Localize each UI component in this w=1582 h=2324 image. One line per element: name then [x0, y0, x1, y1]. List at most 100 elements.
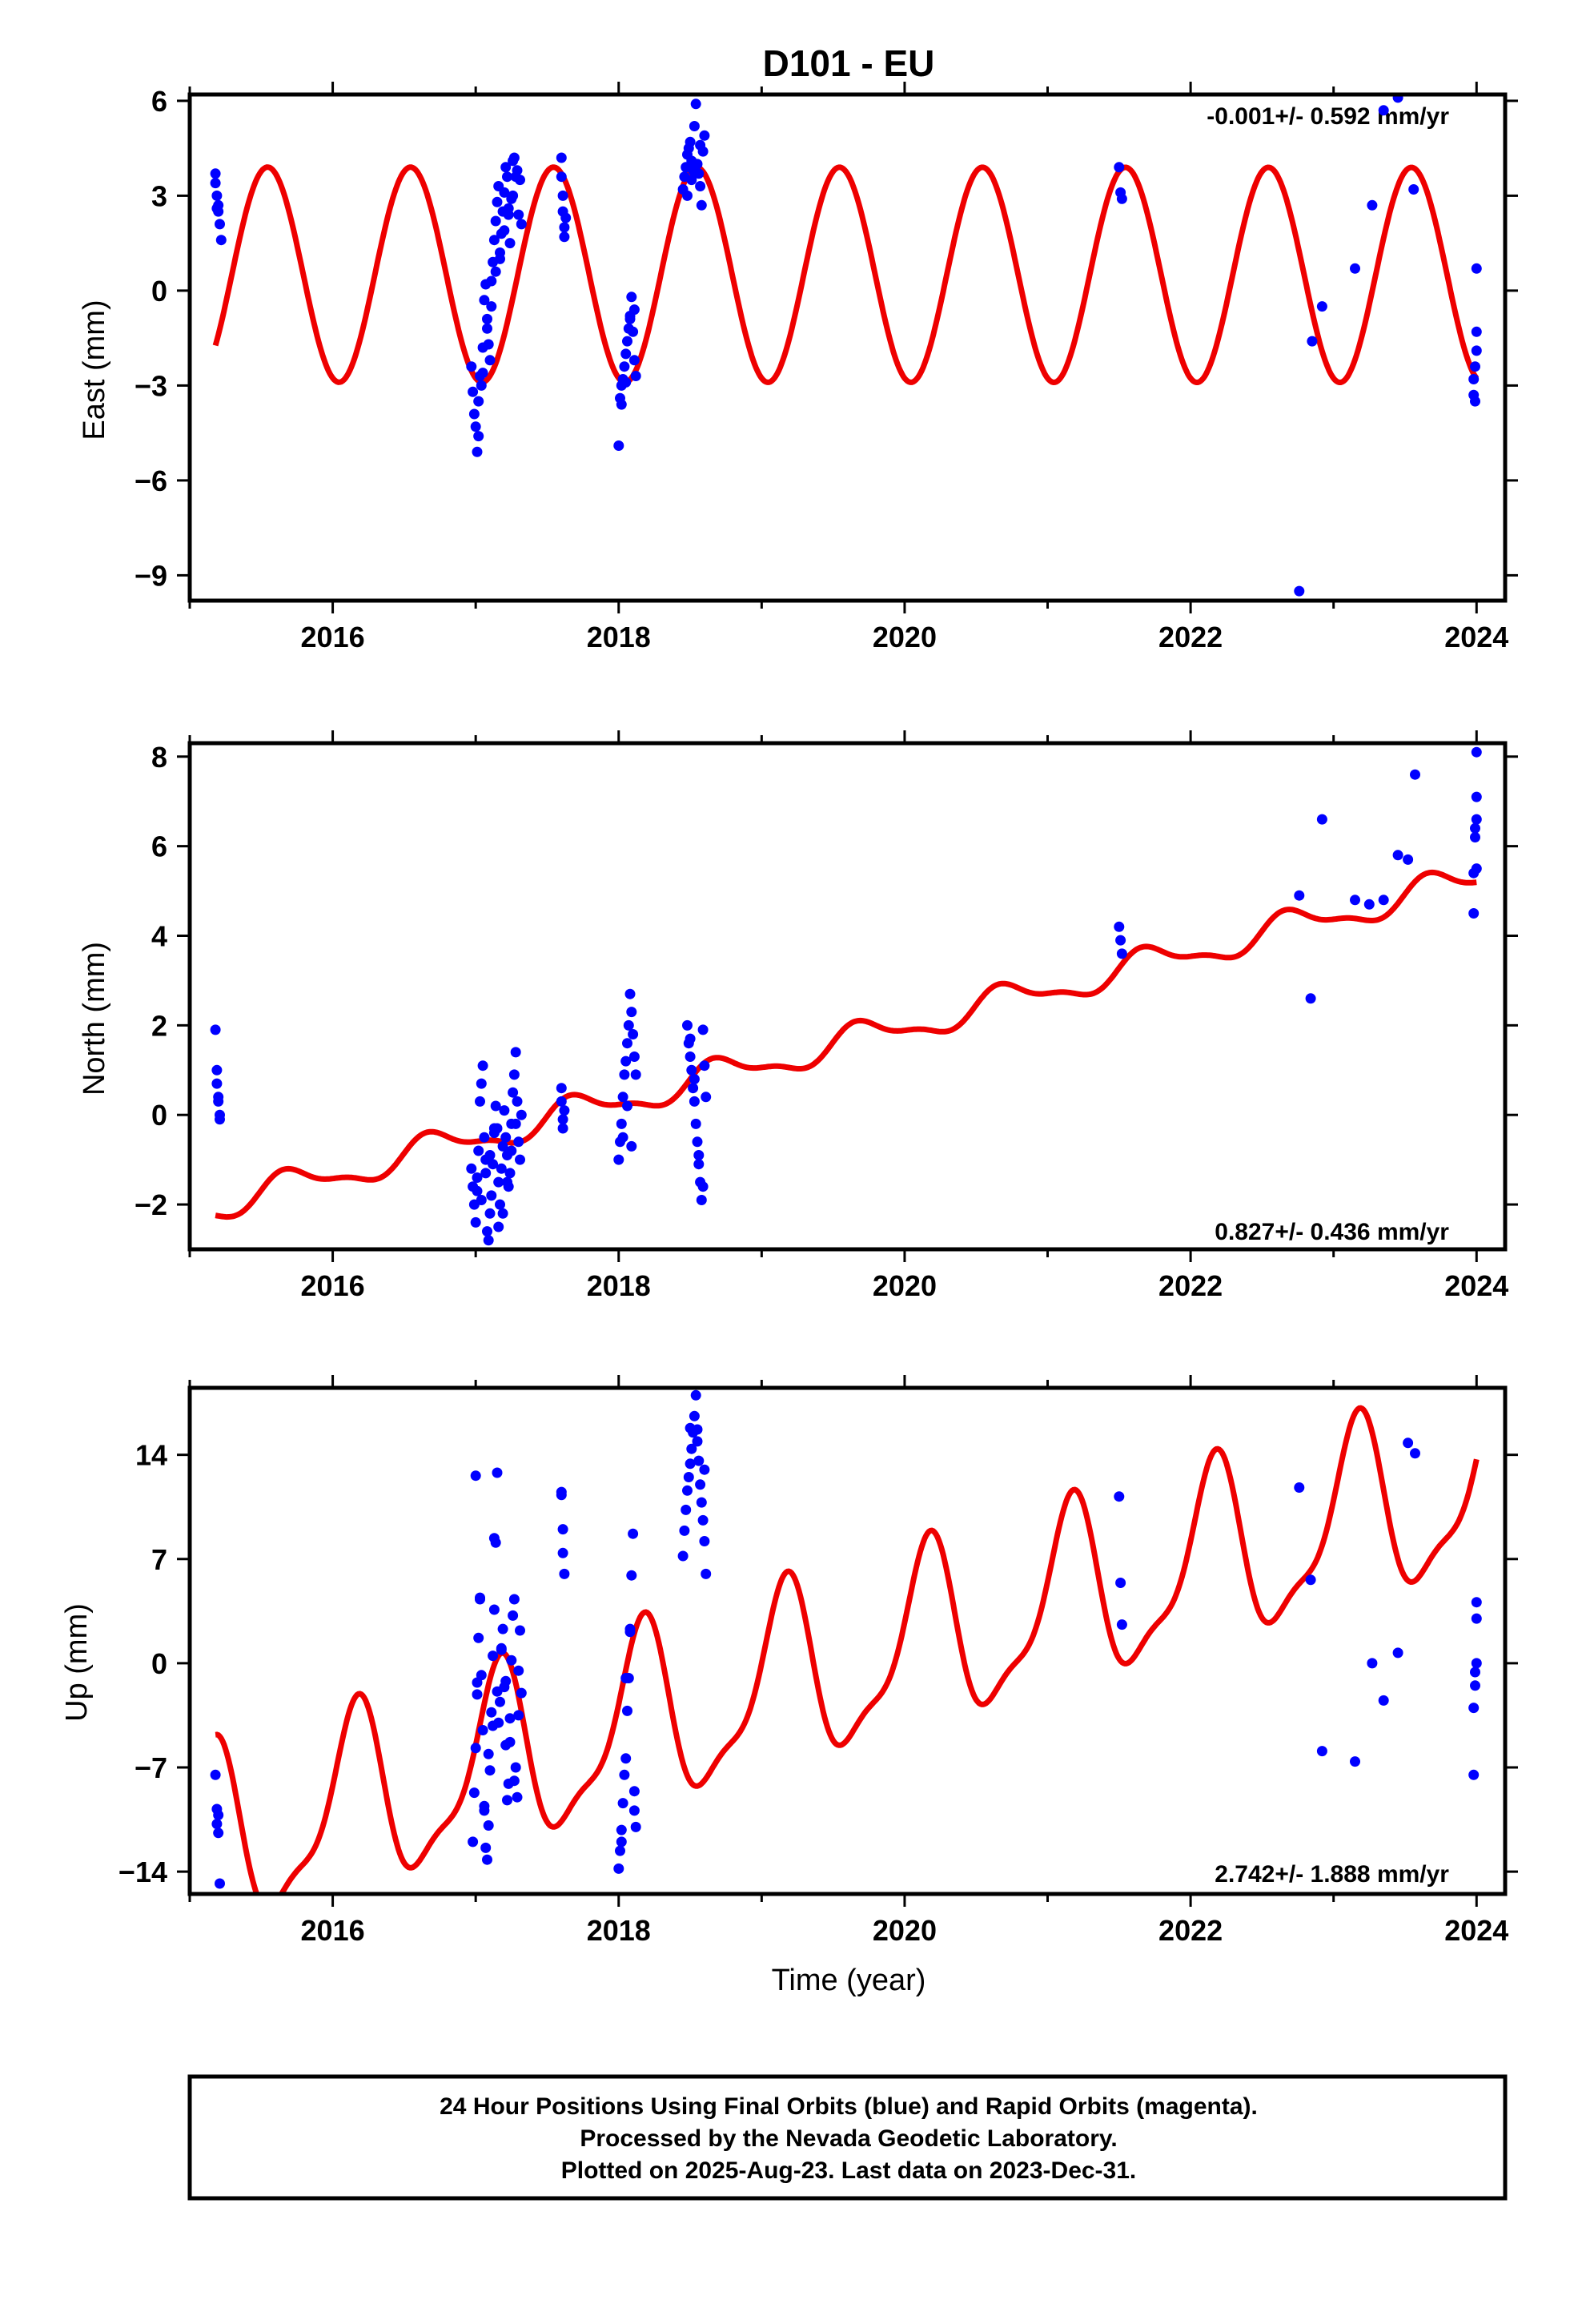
east-model-curve — [212, 164, 1480, 386]
north-data-point — [626, 1140, 637, 1152]
up-data-point — [617, 1798, 628, 1809]
up-data-point — [508, 1775, 520, 1787]
up-data-point — [689, 1410, 700, 1421]
up-data-point — [488, 1533, 500, 1544]
north-data-point — [1116, 948, 1127, 959]
up-data-point — [506, 1655, 517, 1666]
east-data-point — [210, 168, 221, 179]
east-data-point — [1408, 184, 1419, 195]
north-data-point — [510, 1118, 521, 1129]
up-data-point — [488, 1651, 499, 1662]
north-y-tick-label: 0 — [151, 1099, 167, 1132]
east-data-point — [1392, 94, 1403, 103]
up-model-curve — [215, 1405, 1480, 1894]
up-data-point — [1403, 1437, 1414, 1449]
north-data-point — [1350, 895, 1360, 906]
east-data-point — [699, 130, 710, 141]
up-data-point — [513, 1665, 524, 1676]
north-data-point — [1363, 899, 1375, 910]
east-data-point — [1350, 263, 1360, 274]
east-data-point — [560, 212, 572, 223]
up-data-point — [628, 1528, 639, 1539]
north-y-tick-label: 2 — [151, 1009, 167, 1042]
north-data-point — [692, 1136, 703, 1148]
north-data-point — [688, 1083, 699, 1094]
up-rate-label: 2.742+/- 1.888 mm/yr — [1215, 1861, 1449, 1888]
up-data-point — [1471, 1597, 1482, 1608]
north-data-point — [689, 1074, 700, 1084]
north-data-point — [1471, 814, 1482, 825]
east-x-tick-label: 2024 — [1444, 621, 1508, 653]
east-data-point — [613, 440, 624, 451]
north-data-point — [502, 1176, 512, 1188]
up-data-point — [472, 1677, 483, 1688]
east-y-tick-label: 6 — [151, 85, 167, 118]
east-data-point — [508, 190, 519, 201]
east-data-point — [695, 139, 706, 151]
up-data-point — [628, 1786, 640, 1797]
east-x-tick-label: 2018 — [587, 621, 651, 653]
up-data-point — [1468, 1769, 1480, 1780]
up-data-point — [472, 1689, 483, 1700]
up-data-point — [497, 1623, 508, 1634]
north-data-point — [697, 1181, 709, 1192]
east-data-point — [686, 175, 697, 186]
up-data-point — [693, 1455, 705, 1466]
up-y-tick-label: 7 — [151, 1543, 167, 1576]
east-data-point — [690, 159, 701, 170]
up-data-point — [1392, 1647, 1403, 1659]
north-data-point — [476, 1195, 487, 1205]
up-data-point — [486, 1707, 497, 1718]
east-data-point — [619, 361, 630, 372]
north-data-point — [512, 1096, 523, 1107]
east-data-point — [616, 399, 627, 410]
north-x-tick-label: 2024 — [1444, 1269, 1508, 1302]
east-data-point — [690, 99, 701, 110]
north-data-point — [697, 1024, 709, 1035]
up-data-point — [475, 1592, 485, 1603]
north-data-point — [686, 1064, 697, 1076]
north-data-point — [500, 1132, 512, 1143]
east-data-point — [630, 371, 641, 381]
north-data-point — [613, 1154, 624, 1165]
up-data-point — [699, 1464, 710, 1475]
up-x-tick-label: 2024 — [1444, 1914, 1508, 1947]
north-rate-label: 0.827+/- 0.436 mm/yr — [1215, 1219, 1449, 1245]
east-data-point — [476, 380, 487, 391]
north-data-point — [1410, 769, 1420, 780]
north-data-point — [482, 1226, 492, 1237]
up-data-point — [504, 1713, 516, 1724]
up-data-point — [496, 1642, 507, 1654]
east-data-point — [556, 171, 567, 183]
east-data-point — [213, 199, 224, 211]
north-data-point — [486, 1190, 497, 1201]
east-data-point — [1471, 345, 1482, 356]
x-axis-label: Time (year) — [772, 1964, 926, 1997]
north-data-point — [213, 1092, 224, 1103]
east-data-point — [513, 209, 524, 220]
north-ylabel: North (mm) — [78, 942, 111, 1096]
north-data-point — [515, 1154, 525, 1165]
east-data-point — [215, 219, 225, 230]
up-data-point — [615, 1845, 625, 1856]
up-data-point — [483, 1820, 494, 1831]
north-data-point — [1316, 814, 1327, 825]
north-data-point — [504, 1168, 516, 1179]
north-y-tick-label: 8 — [151, 741, 167, 774]
north-data-point — [616, 1118, 627, 1129]
north-data-point — [472, 1172, 483, 1183]
east-data-point — [482, 323, 492, 334]
up-data-point — [685, 1458, 696, 1470]
up-data-point — [690, 1389, 701, 1401]
up-data-point — [679, 1525, 690, 1536]
up-data-point — [1294, 1482, 1305, 1493]
north-data-point — [490, 1100, 501, 1112]
east-panel: East (mm) -0.001+/- 0.592 mm/yr 2016 2018… — [78, 82, 1518, 653]
north-data-point — [557, 1114, 568, 1125]
up-data-point — [484, 1765, 496, 1776]
east-data-point — [483, 339, 494, 350]
north-data-point — [466, 1163, 477, 1174]
east-data-point — [1470, 361, 1480, 372]
up-data-point — [1471, 1658, 1482, 1669]
east-data-point — [626, 292, 637, 303]
